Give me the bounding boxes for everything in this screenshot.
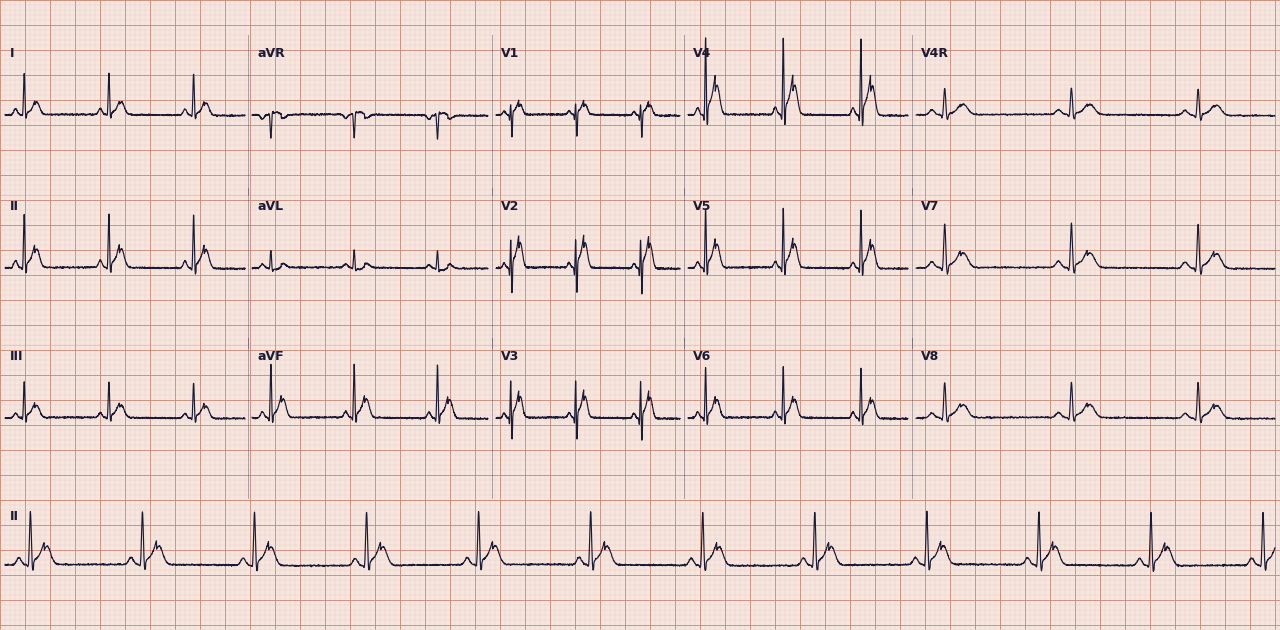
Text: V1: V1 [500,47,520,60]
Text: V2: V2 [500,200,520,213]
Text: V4R: V4R [922,47,948,60]
Text: aVR: aVR [257,47,284,60]
Text: V6: V6 [692,350,712,363]
Text: V7: V7 [922,200,940,213]
Text: III: III [10,350,23,363]
Text: V4: V4 [692,47,712,60]
Text: V5: V5 [692,200,712,213]
Text: V3: V3 [500,350,520,363]
Text: aVL: aVL [257,200,283,213]
Text: V8: V8 [922,350,940,363]
Text: aVF: aVF [257,350,284,363]
Text: II: II [10,200,19,213]
Text: II: II [10,510,19,523]
Text: I: I [10,47,14,60]
